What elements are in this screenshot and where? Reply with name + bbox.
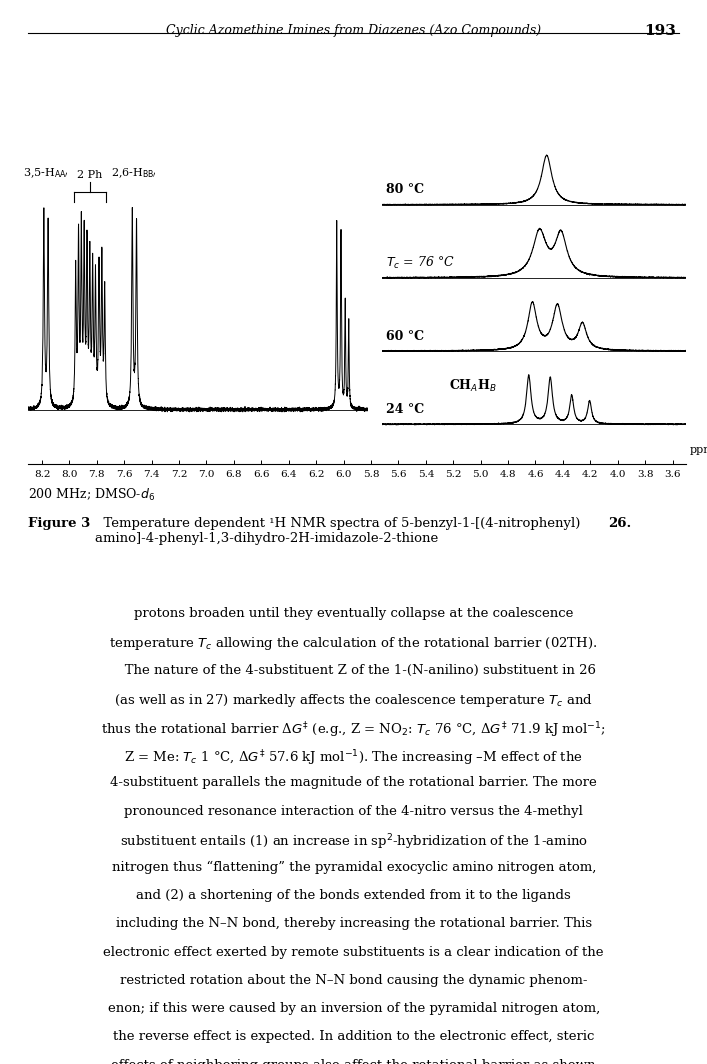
Text: effects of neighboring groups also affect the rotational barrier as shown: effects of neighboring groups also affec… bbox=[112, 1058, 595, 1064]
Text: electronic effect exerted by remote substituents is a clear indication of the: electronic effect exerted by remote subs… bbox=[103, 945, 604, 958]
Text: ppm: ppm bbox=[689, 445, 707, 455]
Text: (as well as in 27) markedly affects the coalescence temperature $T_c$ and: (as well as in 27) markedly affects the … bbox=[115, 692, 592, 708]
Text: Cyclic Azomethine Imines from Diazenes (Azo Compounds): Cyclic Azomethine Imines from Diazenes (… bbox=[166, 24, 541, 37]
Text: protons broaden until they eventually collapse at the coalescence: protons broaden until they eventually co… bbox=[134, 606, 573, 619]
Text: 4-substituent parallels the magnitude of the rotational barrier. The more: 4-substituent parallels the magnitude of… bbox=[110, 776, 597, 788]
Text: The nature of the 4-substituent Z of the 1-(⁠N-anilino) substituent in 26: The nature of the 4-substituent Z of the… bbox=[112, 663, 595, 676]
Text: 80 °C: 80 °C bbox=[385, 183, 423, 196]
Text: substituent entails (1) an increase in sp$^2$-hybridization of the 1-amino: substituent entails (1) an increase in s… bbox=[119, 832, 588, 851]
Text: including the N–N bond, thereby increasing the rotational barrier. This: including the N–N bond, thereby increasi… bbox=[116, 916, 591, 930]
Text: Figure 3: Figure 3 bbox=[28, 516, 90, 529]
Text: Temperature dependent ¹H NMR spectra of 5-benzyl-1-[(4-nitrophenyl)
amino]-4-phe: Temperature dependent ¹H NMR spectra of … bbox=[95, 516, 580, 544]
Text: enon; if this were caused by an inversion of the pyramidal nitrogen atom,: enon; if this were caused by an inversio… bbox=[107, 1001, 600, 1014]
Text: pronounced resonance interaction of the 4-nitro versus the 4-methyl: pronounced resonance interaction of the … bbox=[124, 804, 583, 817]
Text: 2 Ph: 2 Ph bbox=[77, 170, 103, 180]
Text: 200 MHz; DMSO-$d_6$: 200 MHz; DMSO-$d_6$ bbox=[28, 486, 156, 502]
Text: 60 °C: 60 °C bbox=[385, 330, 423, 343]
Text: CH$_A$H$_B$: CH$_A$H$_B$ bbox=[449, 378, 496, 394]
Text: Z = Me: $T_c$ 1 °C, Δ$G^{‡}$ 57.6 kJ mol$^{-1}$). The increasing –M effect of th: Z = Me: $T_c$ 1 °C, Δ$G^{‡}$ 57.6 kJ mol… bbox=[124, 747, 583, 767]
Text: temperature $T_c$ allowing the calculation of the rotational barrier (02TH).: temperature $T_c$ allowing the calculati… bbox=[110, 634, 597, 651]
Text: 24 °C: 24 °C bbox=[385, 402, 423, 415]
Text: 3,5-H$_{\rm AA\prime}$: 3,5-H$_{\rm AA\prime}$ bbox=[23, 166, 69, 180]
Text: nitrogen thus “flattening” the pyramidal exocyclic amino nitrogen atom,: nitrogen thus “flattening” the pyramidal… bbox=[112, 860, 595, 874]
Text: thus the rotational barrier Δ$G^{‡}$ (e.g., Z = NO$_2$: $T_c$ 76 °C, Δ$G^{‡}$ 71: thus the rotational barrier Δ$G^{‡}$ (e.… bbox=[101, 719, 606, 738]
Text: and (2) a shortening of the bonds extended from it to the ligands: and (2) a shortening of the bonds extend… bbox=[136, 888, 571, 901]
Text: $T_c$ = 76 °C: $T_c$ = 76 °C bbox=[385, 254, 454, 270]
Text: restricted rotation about the N–N bond causing the dynamic phenom-: restricted rotation about the N–N bond c… bbox=[120, 972, 587, 986]
Text: the reverse effect is expected. In addition to the electronic effect, steric: the reverse effect is expected. In addit… bbox=[113, 1030, 594, 1043]
Text: 193: 193 bbox=[643, 24, 675, 38]
Text: 26.: 26. bbox=[608, 516, 631, 530]
Text: 2,6-H$_{\rm BB\prime}$: 2,6-H$_{\rm BB\prime}$ bbox=[112, 166, 157, 180]
